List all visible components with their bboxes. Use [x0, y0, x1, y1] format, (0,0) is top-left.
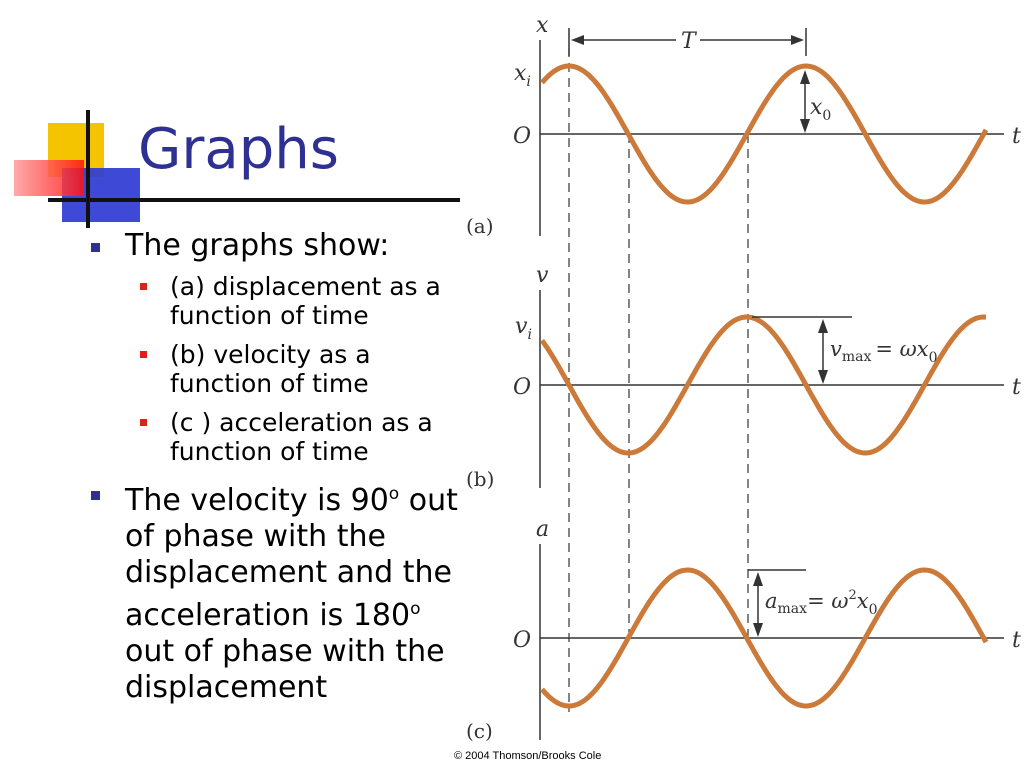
bullet-text-b: out of phase with the displacement and t… [125, 483, 458, 633]
sub-bullet-marker [140, 283, 147, 290]
origin-label-c: O [513, 628, 531, 653]
bullet-marker [91, 491, 100, 500]
bullet-graphs-show: The graphs show: (a) displacement as a f… [88, 228, 463, 466]
time-label-a: t [1012, 124, 1021, 149]
sub-bullet-acceleration: (c ) acceleration as a function of time [88, 408, 463, 466]
sub-bullet-text: (b) velocity as a function of time [170, 340, 371, 398]
bullet-text: The graphs show: [125, 228, 390, 263]
amplitude-arrowhead-top-b [818, 319, 828, 333]
amplitude-arrowhead-bottom-a [800, 119, 810, 133]
amplitude-arrowhead-bottom-c [753, 623, 763, 637]
time-label-c: t [1012, 628, 1021, 653]
amplitude-arrowhead-top-c [753, 572, 763, 586]
sub-bullet-marker [140, 419, 147, 426]
amplitude-label-x: x0 [810, 95, 831, 124]
velocity-curve [539, 314, 987, 456]
initial-label-x: xi [514, 61, 531, 90]
degree-sup: o [388, 484, 400, 504]
amplitude-arrowhead-top-a [800, 70, 810, 84]
acceleration-curve [540, 567, 989, 709]
bullet-phase: The velocity is 90o out of phase with th… [88, 476, 463, 706]
slide-title: Graphs [138, 117, 339, 182]
caption-b: (b) [466, 467, 494, 491]
vmax-label: vmax = ωx0 [830, 337, 938, 366]
caption-c: (c) [466, 719, 493, 743]
bullet-text-c: out of phase with the displacement [125, 634, 445, 705]
sub-bullet-text: (a) displacement as a function of time [170, 272, 441, 330]
sub-bullet-marker [140, 351, 147, 358]
origin-label-b: O [513, 375, 531, 400]
period-label: T [681, 29, 698, 54]
amax-label: amax= ω2x0 [765, 588, 878, 618]
red-square [14, 160, 84, 196]
origin-label-a: O [513, 124, 531, 149]
axis-label-a: a [536, 517, 549, 542]
sub-bullet-displacement: (a) displacement as a function of time [88, 272, 463, 330]
bullet-list: The graphs show: (a) displacement as a f… [88, 228, 463, 712]
copyright-text: © 2004 Thomson/Brooks Cole [454, 750, 602, 762]
time-label-b: t [1012, 375, 1021, 400]
initial-label-v: vi [515, 314, 532, 343]
title-decoration [14, 110, 460, 228]
sub-bullet-velocity: (b) velocity as a function of time [88, 340, 463, 398]
degree-sup: o [410, 599, 421, 619]
sub-bullet-text: (c ) acceleration as a function of time [170, 408, 433, 466]
axis-label-x: x [536, 13, 549, 38]
period-arrowhead-right [791, 35, 804, 45]
amplitude-arrowhead-bottom-b [818, 370, 828, 384]
bullet-text-a: The velocity is 90 [125, 483, 389, 518]
caption-a: (a) [466, 214, 494, 238]
bullet-marker [91, 243, 100, 252]
axis-label-v: v [536, 263, 549, 288]
displacement-curve [540, 63, 989, 205]
period-arrowhead-left [571, 35, 584, 45]
oscillation-graphs: T x xi O t x0 (a) v vi O t vmax = ωx0 (b)… [466, 13, 1021, 743]
